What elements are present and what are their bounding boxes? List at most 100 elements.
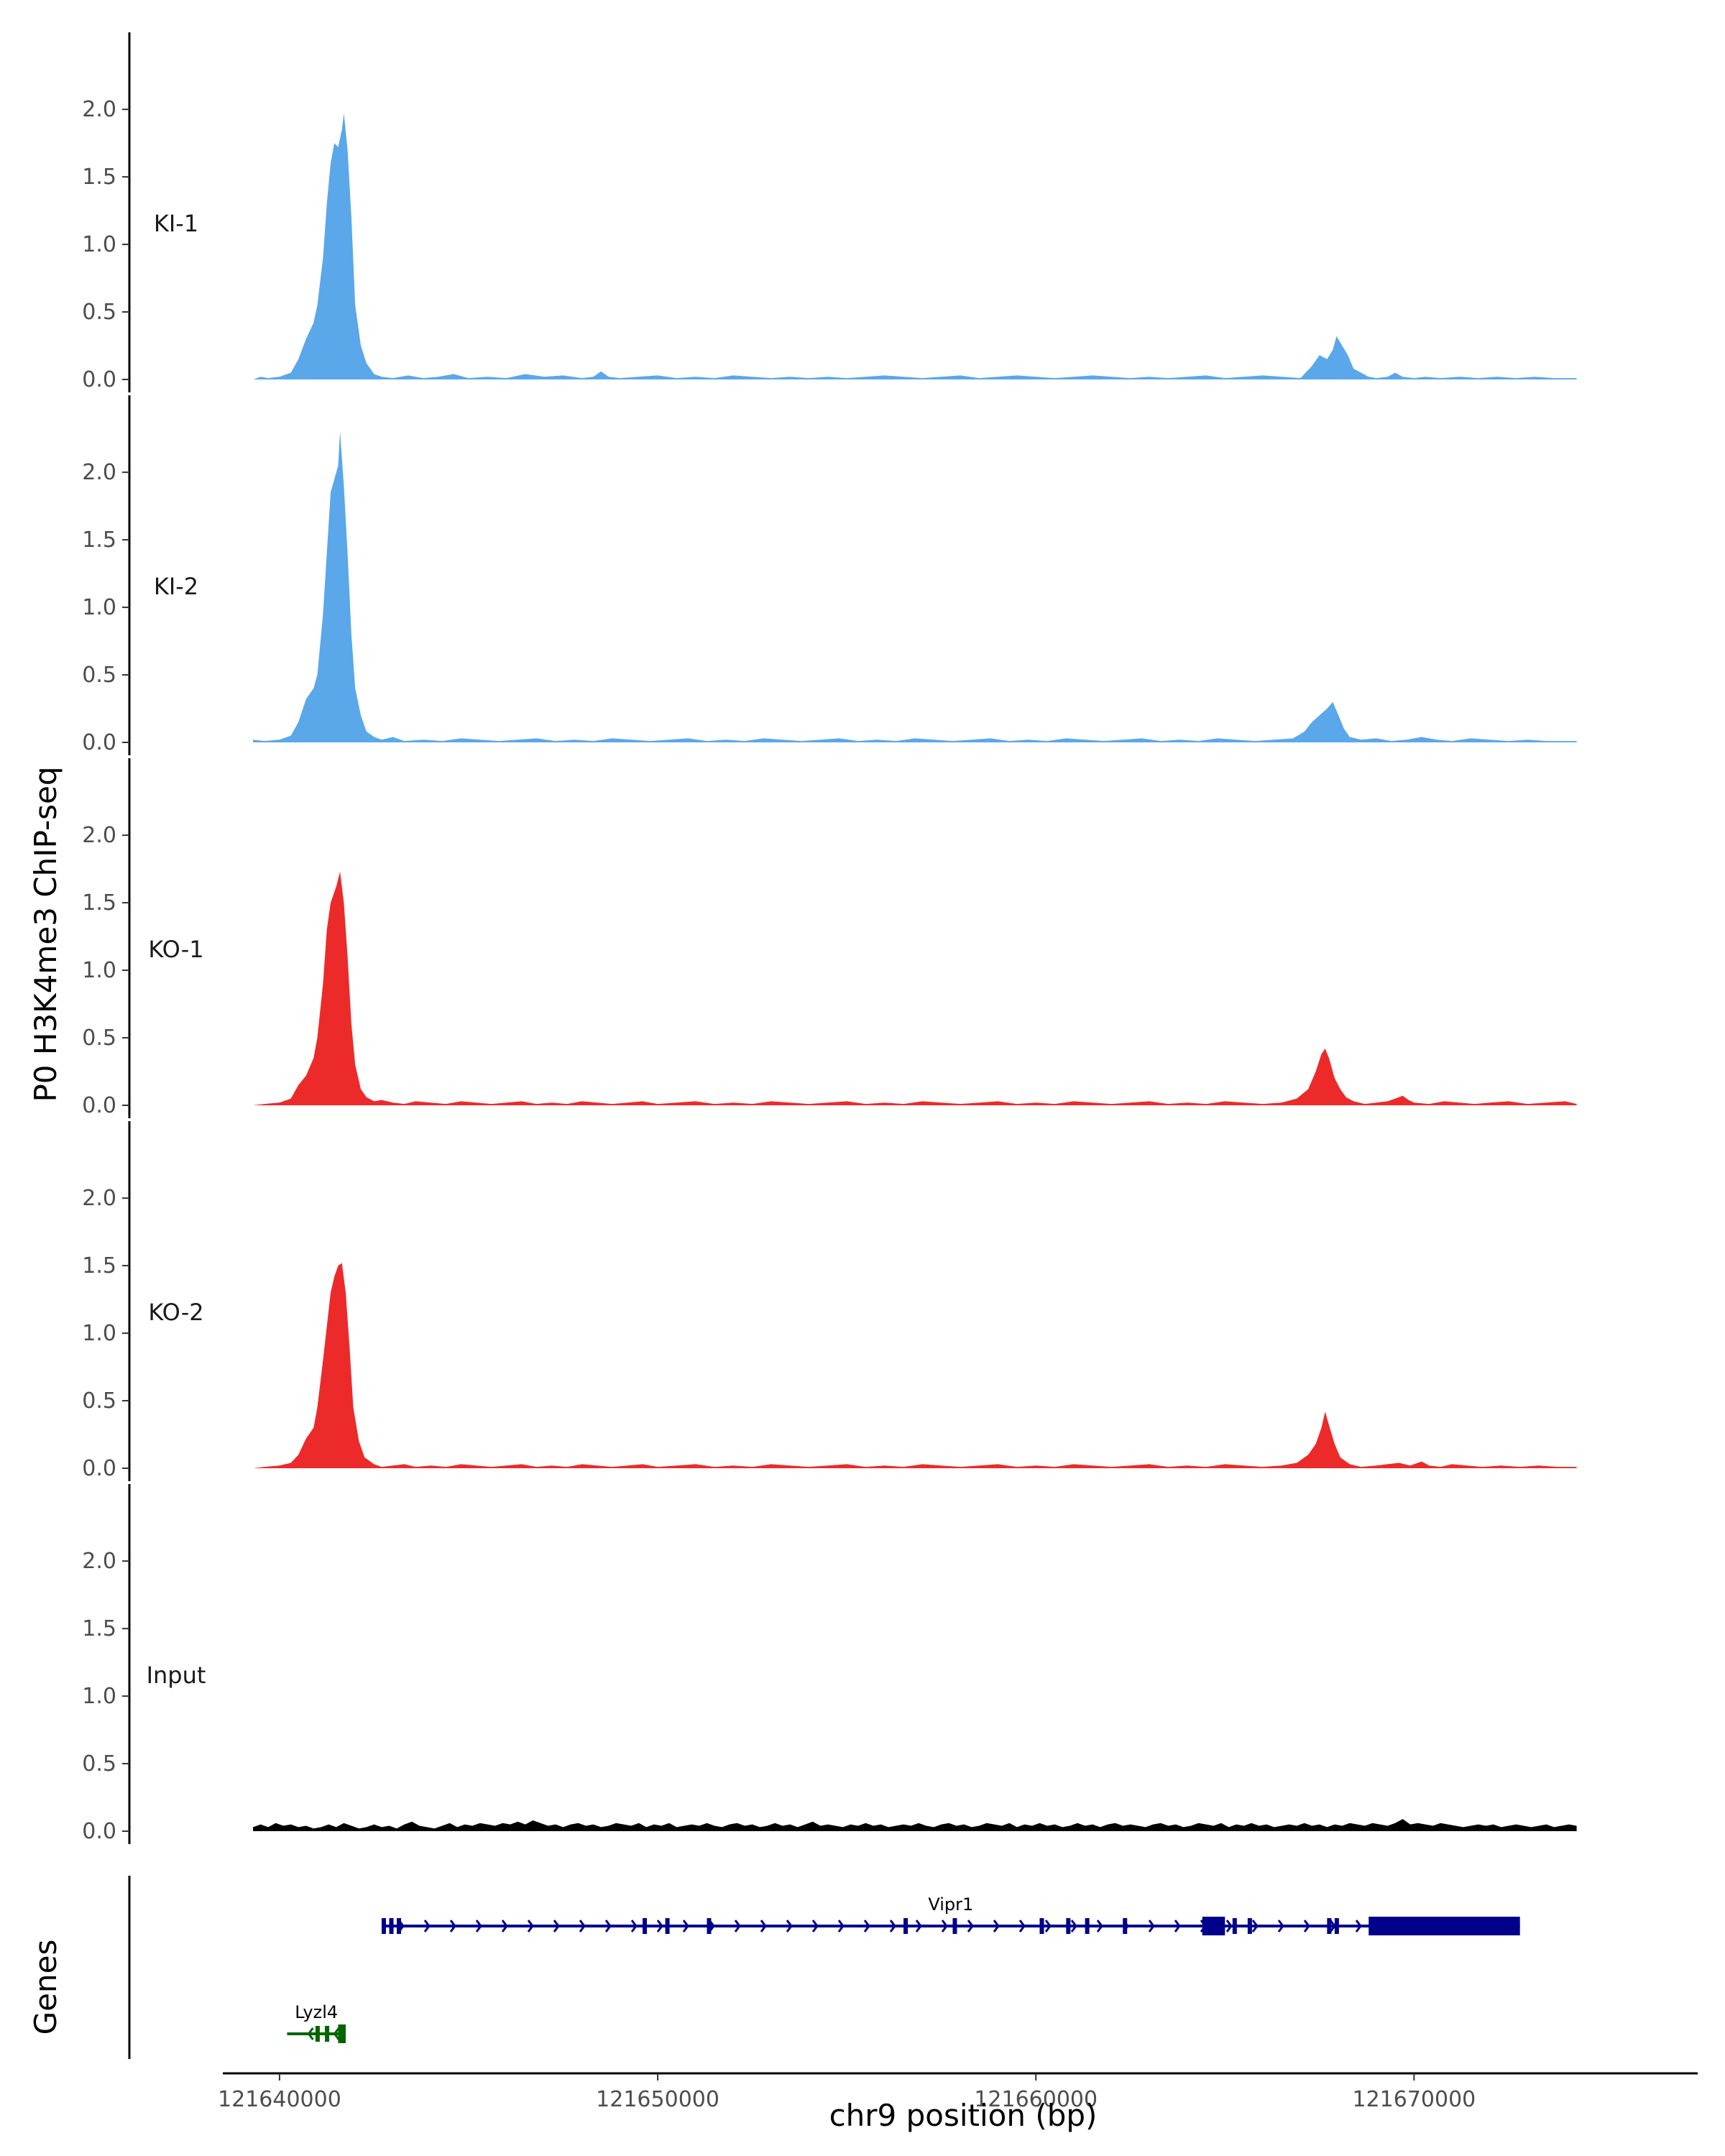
y-tick-label: 1.5 [82,1253,116,1279]
x-tick-label: 121640000 [218,2087,341,2112]
exon [903,1918,908,1934]
strand-arrow [915,1920,922,1932]
x-axis-title: chr9 position (bp) [829,2098,1098,2133]
y-tick-label: 0.0 [82,1093,116,1118]
track-label-input: Input [147,1662,206,1689]
strand-arrow [811,1920,819,1932]
track-input: 0.0 0.5 1.0 1.5 2.0 Input [82,1484,1577,1844]
strand-arrow [630,1920,638,1932]
track-ko-1: 0.0 0.5 1.0 1.5 2.0 KO-1 [82,758,1577,1118]
y-tick-label: 1.5 [82,890,116,916]
y-tick-label: 0.5 [82,300,116,325]
exon [1123,1918,1128,1934]
exon [389,1918,394,1934]
y-tick-label: 2.0 [82,1549,116,1574]
track-ko-2: 0.0 0.5 1.0 1.5 2.0 KO-2 [82,1121,1577,1481]
exon [952,1918,957,1934]
gene-vipr1: Vipr1 [381,1894,1520,1935]
exon [1334,1918,1339,1934]
gene-label-vipr1: Vipr1 [928,1894,973,1915]
strand-arrow [682,1920,689,1932]
exon [338,2024,346,2043]
y-tick-label: 0.5 [82,1026,116,1051]
strand-arrow [1148,1920,1155,1932]
exon [1066,1918,1071,1934]
exon [325,2026,330,2042]
genes-panel: Vipr1 Lyzl4 [128,1876,1520,2059]
strand-arrow [1174,1920,1181,1932]
strand-arrow [449,1920,456,1932]
strand-arrow [579,1920,586,1932]
exon [707,1918,712,1934]
strand-arrow [993,1920,1000,1932]
y-tick-label: 0.0 [82,1456,116,1481]
y-tick-label: 0.0 [82,1819,116,1844]
strand-arrow [423,1920,431,1932]
strand-arrow [760,1920,767,1932]
exon [665,1918,670,1934]
y-tick-label: 2.0 [82,97,116,122]
strand-arrow [1225,1920,1233,1932]
strand-arrow [837,1920,845,1932]
exon [397,1918,402,1934]
strand-arrow [1070,1920,1077,1932]
strand-arrow [967,1920,974,1932]
y-tick-label: 0.5 [82,1751,116,1777]
y-tick-label: 1.0 [82,595,116,620]
x-tick-label: 121650000 [596,2087,719,2112]
exon [1202,1917,1225,1935]
exon [1368,1917,1520,1935]
y-tick-label: 0.5 [82,1388,116,1414]
track-label-ki-1: KI-1 [154,210,198,237]
exon [1039,1918,1044,1934]
y-tick-label: 0.0 [82,367,116,392]
y-tick-label: 1.0 [82,1321,116,1346]
genes-axis-title: Genes [28,1940,63,2035]
strand-arrow [1044,1920,1052,1932]
x-axis: 121640000 121650000 121660000 121670000 [218,2072,1698,2112]
strand-arrow [333,2027,340,2040]
y-axis-title: P0 H3K4me3 ChIP-seq [28,766,63,1102]
signal-area-ko-1 [253,871,1577,1105]
strand-arrow [786,1920,793,1932]
exon [315,2026,320,2042]
strand-arrow [941,1920,948,1932]
signal-area-ki-1 [253,113,1577,380]
exon [1327,1918,1332,1934]
exon [1232,1918,1237,1934]
signal-area-ki-2 [253,431,1577,742]
signal-area-ko-2 [253,1263,1577,1468]
track-label-ki-2: KI-2 [154,573,198,600]
strand-arrow [1096,1920,1103,1932]
y-tick-label: 2.0 [82,1186,116,1211]
strand-arrow [656,1920,663,1932]
strand-arrow [1303,1920,1310,1932]
track-label-ko-2: KO-2 [148,1299,203,1326]
y-tick-label: 0.0 [82,730,116,755]
gene-label-lyzl4: Lyzl4 [295,2002,338,2022]
exon [1085,1918,1090,1934]
track-ki-2: 0.0 0.5 1.0 1.5 2.0 KI-2 [82,395,1577,755]
gene-lyzl4: Lyzl4 [287,2002,346,2043]
y-tick-label: 1.5 [82,1616,116,1641]
exon [1247,1918,1252,1934]
y-tick-label: 1.0 [82,1684,116,1709]
y-tick-label: 0.5 [82,663,116,688]
strand-arrow [553,1920,560,1932]
exon [643,1918,648,1934]
y-tick-label: 2.0 [82,823,116,848]
strand-arrow [889,1920,896,1932]
strand-arrow [307,2027,314,2040]
strand-arrow [501,1920,508,1932]
x-tick-label: 121670000 [1352,2087,1476,2112]
signal-area-input [253,1819,1577,1831]
exon [381,1918,386,1934]
track-ki-1: 0.0 0.5 1.0 1.5 2.0 KI-1 [82,32,1577,392]
x-tick-label: 121660000 [974,2087,1098,2112]
y-tick-label: 1.0 [82,958,116,983]
y-tick-label: 1.0 [82,232,116,257]
strand-arrow [1355,1920,1362,1932]
y-tick-label: 2.0 [82,460,116,485]
